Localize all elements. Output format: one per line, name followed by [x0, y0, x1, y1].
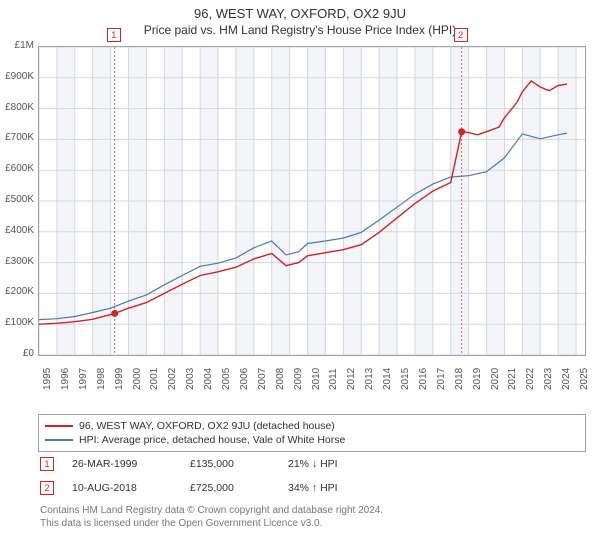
x-tick: 1995	[42, 368, 53, 390]
sale-date-2: 10-AUG-2018	[72, 482, 172, 494]
chart-plot	[38, 46, 586, 356]
x-tick: 2002	[167, 368, 178, 390]
x-tick: 2023	[543, 368, 554, 390]
x-tick: 2010	[311, 368, 322, 390]
footnote: Contains HM Land Registry data © Crown c…	[38, 500, 586, 530]
legend-swatch-hpi	[45, 439, 73, 441]
x-tick: 2014	[382, 368, 393, 390]
x-tick: 2009	[293, 368, 304, 390]
x-tick: 1997	[78, 368, 89, 390]
x-tick: 2008	[275, 368, 286, 390]
chart-area: £0£100K£200K£300K£400K£500K£600K£700K£80…	[38, 46, 586, 402]
x-tick: 1999	[114, 368, 125, 390]
x-tick: 2006	[239, 368, 250, 390]
footnote-line1: Contains HM Land Registry data © Crown c…	[40, 504, 584, 517]
chart-title-subtitle: Price paid vs. HM Land Registry's House …	[0, 21, 600, 41]
x-tick: 2017	[436, 368, 447, 390]
chart-title-address: 96, WEST WAY, OXFORD, OX2 9JU	[0, 0, 600, 21]
sale-badge-1: 1	[40, 457, 54, 471]
sale-delta-2: 34% ↑ HPI	[288, 482, 338, 494]
x-tick: 2007	[257, 368, 268, 390]
legend-label-hpi: HPI: Average price, detached house, Vale…	[79, 434, 345, 446]
x-tick: 2021	[507, 368, 518, 390]
legend-item-price: 96, WEST WAY, OXFORD, OX2 9JU (detached …	[45, 419, 579, 433]
y-tick: £900K	[5, 71, 34, 82]
y-tick: £500K	[5, 194, 34, 205]
x-tick: 2015	[400, 368, 411, 390]
page-root: 96, WEST WAY, OXFORD, OX2 9JU Price paid…	[0, 0, 600, 560]
x-tick: 2019	[472, 368, 483, 390]
sale-price-1: £135,000	[190, 458, 270, 470]
x-tick: 2011	[328, 368, 339, 390]
sale-row-2: 2 10-AUG-2018 £725,000 34% ↑ HPI	[38, 476, 586, 500]
x-tick: 2013	[364, 368, 375, 390]
y-tick: £400K	[5, 225, 34, 236]
x-tick: 2004	[203, 368, 214, 390]
x-tick: 2005	[221, 368, 232, 390]
legend-label-price: 96, WEST WAY, OXFORD, OX2 9JU (detached …	[79, 420, 335, 432]
x-tick: 2016	[418, 368, 429, 390]
y-tick: £1M	[15, 40, 34, 51]
x-tick: 2025	[579, 368, 590, 390]
sale-date-1: 26-MAR-1999	[72, 458, 172, 470]
footnote-line2: This data is licensed under the Open Gov…	[40, 517, 584, 530]
y-tick: £800K	[5, 102, 34, 113]
chart-svg	[39, 47, 585, 355]
sale-delta-1: 21% ↓ HPI	[288, 458, 338, 470]
sale-marker-2: 2	[454, 28, 468, 42]
x-tick: 2012	[346, 368, 357, 390]
x-tick: 2000	[132, 368, 143, 390]
legend-and-sales: 96, WEST WAY, OXFORD, OX2 9JU (detached …	[38, 414, 586, 530]
x-tick: 2001	[149, 368, 160, 390]
y-tick: £0	[23, 348, 34, 359]
x-tick: 2018	[454, 368, 465, 390]
y-tick: £300K	[5, 256, 34, 267]
legend: 96, WEST WAY, OXFORD, OX2 9JU (detached …	[38, 414, 586, 452]
legend-item-hpi: HPI: Average price, detached house, Vale…	[45, 433, 579, 447]
x-tick: 2020	[490, 368, 501, 390]
sale-row-1: 1 26-MAR-1999 £135,000 21% ↓ HPI	[38, 452, 586, 476]
y-tick: £200K	[5, 286, 34, 297]
y-tick: £100K	[5, 317, 34, 328]
sale-price-2: £725,000	[190, 482, 270, 494]
legend-swatch-price	[45, 425, 73, 427]
y-tick: £600K	[5, 163, 34, 174]
x-tick: 2022	[525, 368, 536, 390]
x-tick: 2024	[561, 368, 572, 390]
x-tick: 1996	[60, 368, 71, 390]
sale-badge-2: 2	[40, 481, 54, 495]
x-tick: 1998	[96, 368, 107, 390]
x-tick: 2003	[185, 368, 196, 390]
y-tick: £700K	[5, 132, 34, 143]
sale-marker-1: 1	[107, 28, 121, 42]
